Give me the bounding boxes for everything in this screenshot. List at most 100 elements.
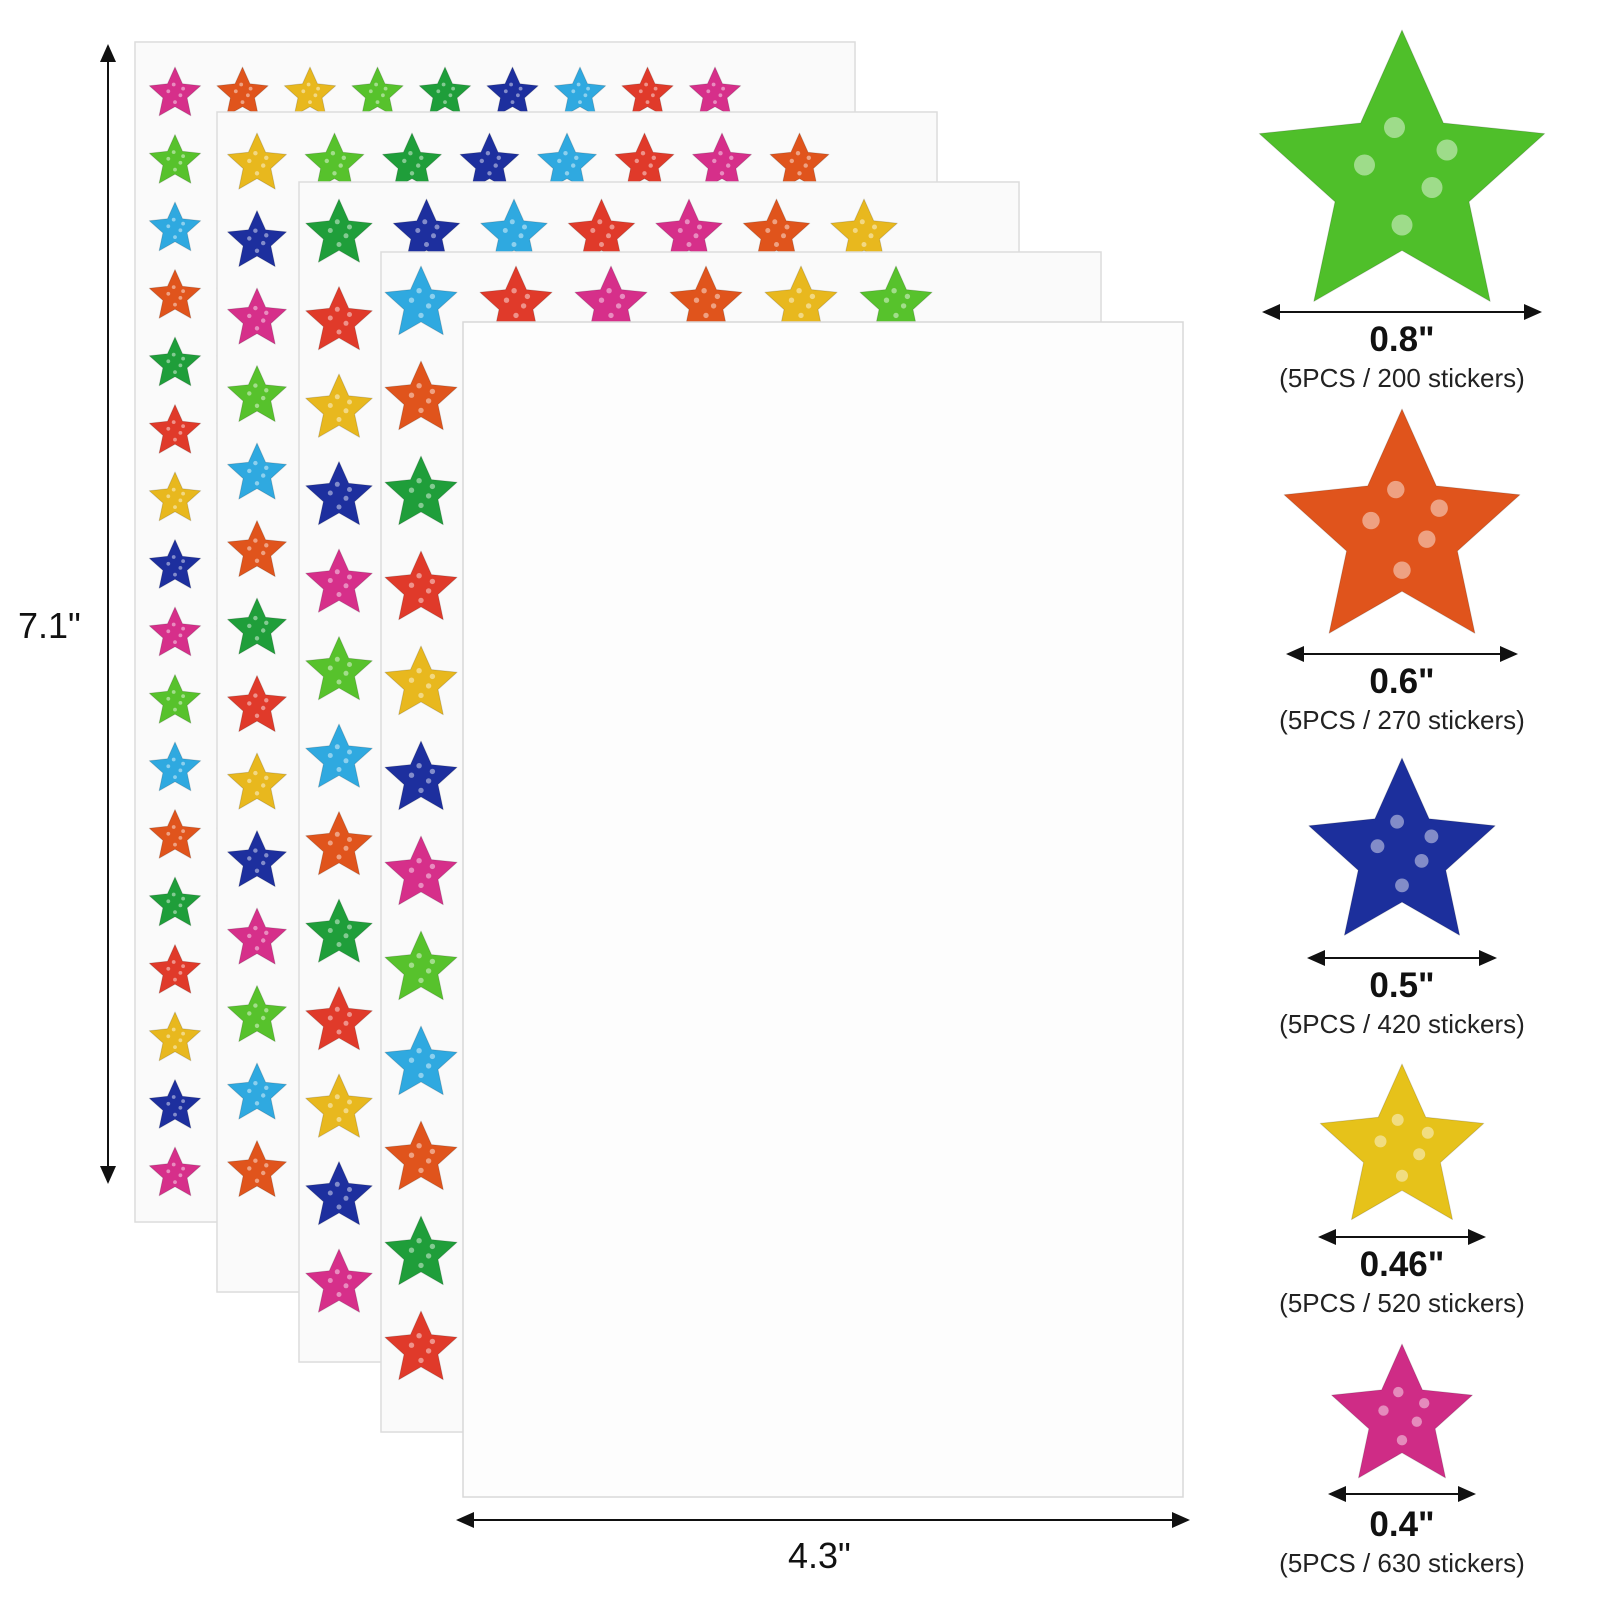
sparkle-dot [173,572,177,577]
sparkle-dot [181,626,186,631]
sheet-star [148,1011,202,1062]
sparkle-dot [431,233,436,239]
sparkle-dot [316,86,320,91]
sparkle-dot [239,82,244,87]
sparkle-dot [247,313,252,319]
sparkle-dot [166,426,171,431]
sparkle-dot [1419,1398,1430,1409]
sparkle-dot [418,977,424,984]
sparkle-dot [429,768,436,775]
sparkle-dot [171,690,176,694]
sparkle-dot [254,636,260,641]
sparkle-dot [1396,1435,1408,1446]
sparkle-dot [171,217,176,222]
sparkle-dot [701,288,707,294]
sparkle-dot [327,490,333,496]
sparkle-dot [178,431,183,435]
sheet-star [148,1079,202,1129]
sparkle-dot [336,1204,342,1210]
sparkle-dot [261,1093,266,1098]
sparkle-dot [451,86,455,91]
sheet-star [384,930,458,1001]
sparkle-dot [693,233,699,239]
sparkle-dot [416,288,422,294]
sparkle-dot [171,960,176,964]
sparkle-dot [900,303,907,309]
sheet-star [305,898,373,963]
sheet-star [305,636,373,701]
sparkle-dot [429,293,436,300]
sparkle-dot [511,242,517,247]
sparkle-dot [343,233,349,239]
sparkle-dot [408,1057,415,1063]
sheet-star [384,360,458,431]
sheet-star [384,1310,458,1381]
sparkle-dot [343,408,349,414]
sparkle-dot [327,1278,333,1283]
sparkle-dot [418,1167,424,1174]
sparkle-dot [261,938,266,943]
sheet-star [305,811,373,876]
sparkle-dot [324,158,329,164]
sparkle-dot [327,228,333,233]
sparkle-dot [264,853,269,858]
sparkle-dot [563,151,568,156]
sparkle-dot [247,236,252,241]
sparkle-dot [518,233,524,239]
sparkle-dot [375,100,380,104]
sparkle-dot [408,392,415,398]
sheet-star [227,1062,287,1120]
sparkle-dot [253,151,258,156]
sparkle-dot [803,163,808,168]
sparkle-dot [343,845,349,851]
sparkle-dot [336,1117,342,1122]
sparkle-dot [710,303,717,309]
sparkle-dot [173,167,177,172]
size-count-2: (5PCS / 270 stickers) [1279,705,1525,735]
sparkle-dot [418,407,424,414]
sparkle-dot [441,82,446,87]
sparkle-dot [336,679,342,685]
sparkle-dot [904,293,911,300]
sparkle-dot [181,761,186,766]
sparkle-dot [416,383,422,389]
sparkle-dot [247,1011,252,1016]
size-sample-star-5 [1331,1343,1473,1479]
sparkle-dot [327,1015,333,1021]
sparkle-dot [178,296,183,300]
sparkle-dot [788,297,795,303]
sheet-star [351,66,404,117]
sparkle-dot [597,219,603,225]
sparkle-dot [795,151,801,156]
sparkle-dot [429,483,436,490]
sparkle-dot [254,171,260,176]
sparkle-dot [181,1031,186,1036]
sheet-star [227,520,287,578]
sheet-star [148,876,202,927]
sparkle-dot [247,933,252,939]
sparkle-dot [181,1166,186,1171]
sparkle-dot [171,150,176,155]
sparkle-dot [336,417,342,422]
sparkle-dot [1390,814,1404,829]
sheet-star [418,66,472,117]
sparkle-dot [651,155,656,160]
sparkle-dot [789,158,794,164]
sparkle-dot [261,628,266,633]
sparkle-dot [254,558,260,563]
sparkle-dot [609,224,615,230]
sparkle-dot [1436,139,1458,161]
sheet-star [384,455,458,526]
sparkle-dot [608,312,614,319]
sparkle-dot [796,288,802,294]
sparkle-dot [178,633,183,638]
sparkle-dot [327,928,333,933]
sparkle-dot [425,683,432,689]
sparkle-dot [347,837,352,842]
sparkle-dot [264,233,269,238]
sparkle-dot [721,86,725,91]
sparkle-dot [648,163,653,168]
sparkle-dot [178,1173,183,1178]
sparkle-dot [347,924,352,930]
height-dimension-label: 7.1" [18,605,81,646]
